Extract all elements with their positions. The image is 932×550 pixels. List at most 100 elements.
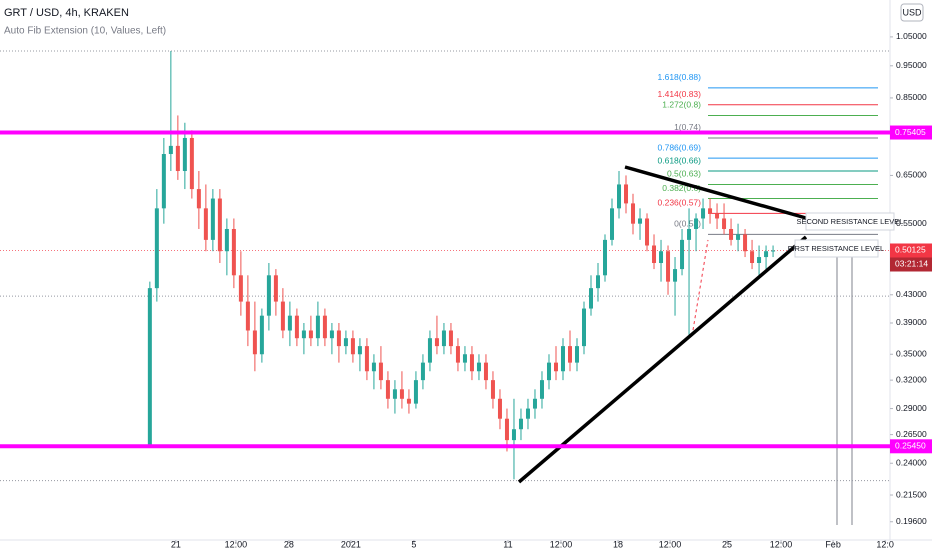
- candle-body: [448, 330, 453, 347]
- candle-body: [743, 234, 748, 252]
- countdown-label: 03:21:14: [895, 259, 928, 269]
- y-tick-label: 0.85000: [896, 92, 927, 102]
- candle-body: [610, 208, 615, 240]
- candle-body: [750, 251, 755, 264]
- candle-body: [701, 208, 706, 219]
- triangle: [517, 165, 808, 484]
- fib-label: 1.618(0.88): [658, 72, 702, 82]
- candle-body: [638, 218, 643, 224]
- candle-body: [652, 245, 657, 264]
- x-tick-label: 12:0: [876, 539, 894, 549]
- fib-label: 0(0.53): [674, 219, 701, 229]
- candle-body: [350, 338, 355, 355]
- last-price-tag: [890, 243, 932, 258]
- candle-body: [252, 330, 257, 355]
- level-tag: [890, 125, 932, 140]
- fib-label: 0.618(0.66): [658, 155, 702, 165]
- candle-body: [217, 198, 222, 252]
- y-tick-label: 0.32000: [896, 374, 927, 384]
- candle-body: [280, 301, 285, 331]
- candle-body: [546, 362, 551, 381]
- candle-body: [588, 288, 593, 309]
- level-tag-label: 0.25450: [895, 441, 926, 451]
- candle-body: [322, 315, 327, 339]
- drawings: [0, 50, 890, 525]
- fib-trend-line: [692, 239, 709, 331]
- countdown-tag: [890, 257, 932, 272]
- candle-body: [462, 354, 467, 363]
- x-tick-label: Feb: [825, 539, 841, 549]
- candle-body: [694, 218, 699, 229]
- candle-body: [175, 145, 180, 172]
- y-tick-label: 0.26500: [896, 429, 927, 439]
- annotation-box: [805, 212, 895, 231]
- fib-label: 1(0.74): [674, 122, 701, 132]
- level-tag: [890, 439, 932, 454]
- y-tick-label: 0.19600: [896, 516, 927, 526]
- candle-body: [617, 184, 622, 209]
- fib-label: 0.786(0.69): [658, 142, 702, 152]
- y-tick-label: 0.35000: [896, 349, 927, 359]
- candle-body: [441, 330, 446, 347]
- candle-body: [189, 137, 194, 190]
- candle-body: [525, 408, 530, 419]
- candle-body: [147, 288, 152, 445]
- last-price-label: 0.50125: [895, 245, 926, 255]
- x-tick-label: 12:00: [659, 539, 682, 549]
- candle-body: [645, 218, 650, 246]
- candle-body: [469, 354, 474, 372]
- fib-label: 0.5(0.63): [667, 169, 701, 179]
- candle-body: [659, 251, 664, 264]
- y-tick-label: 0.55000: [896, 218, 927, 228]
- candle-body: [729, 228, 734, 240]
- currency-button[interactable]: USD: [900, 3, 924, 22]
- candle-body: [238, 275, 243, 302]
- x-tick-label: 18: [613, 539, 623, 549]
- button-label[interactable]: USD: [902, 7, 922, 17]
- candle-body: [455, 346, 460, 363]
- candle-body: [504, 418, 509, 441]
- button-frame[interactable]: [900, 3, 924, 22]
- fib-label: 0.382(0.6): [662, 183, 701, 193]
- candle-body: [680, 239, 685, 270]
- candle-body: [673, 269, 678, 282]
- candle-body: [301, 330, 306, 339]
- x-tick-label: 25: [722, 539, 732, 549]
- y-tick-label: 0.43000: [896, 289, 927, 299]
- candle-body: [336, 330, 341, 347]
- candle-body: [631, 203, 636, 224]
- y-tick-label: 0.24000: [896, 457, 927, 467]
- fib-group: 1.618(0.88) 1.414(0.83)1.272(0.8) 1(0.74) 0…: [658, 72, 878, 235]
- candle-body: [203, 208, 208, 240]
- candle-body: [574, 346, 579, 363]
- candle-body: [722, 218, 727, 229]
- annotation-text: SECOND RESISTANCE LEVEL: [797, 217, 904, 226]
- fib-label: 0.236(0.57): [658, 198, 702, 208]
- y-tick-label: 1.05000: [896, 31, 927, 41]
- candle-body: [378, 362, 383, 381]
- level-tag-label: 0.75405: [895, 127, 926, 137]
- candle-body: [315, 315, 320, 339]
- candle-body: [273, 275, 278, 302]
- candle-body: [687, 228, 692, 240]
- candle-body: [518, 418, 523, 430]
- candle-body: [399, 389, 404, 399]
- candle-body: [357, 346, 362, 355]
- symbol-title: GRT / USD, 4h, KRAKEN: [4, 7, 129, 19]
- candle-body: [413, 380, 418, 404]
- candle-body: [182, 137, 187, 172]
- candle-body: [764, 251, 769, 258]
- x-tick-label: 12:00: [550, 539, 573, 549]
- candle-body: [294, 315, 299, 339]
- candle-body: [581, 308, 586, 347]
- candle-body: [371, 362, 376, 372]
- candle-body: [427, 338, 432, 363]
- candle-body: [511, 429, 516, 441]
- candles: [147, 50, 776, 480]
- candle-body: [532, 398, 537, 409]
- y-tick-label: 0.39000: [896, 317, 927, 327]
- candle-body: [736, 234, 741, 240]
- candle-body: [161, 154, 166, 209]
